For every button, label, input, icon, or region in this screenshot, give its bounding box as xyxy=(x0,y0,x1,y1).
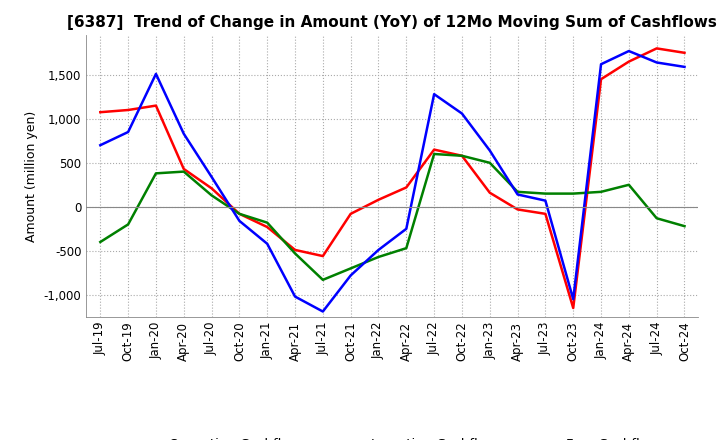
Investing Cashflow xyxy=(597,189,606,194)
Operating Cashflow xyxy=(624,59,633,64)
Investing Cashflow xyxy=(346,266,355,271)
Free Cashflow xyxy=(485,148,494,153)
Free Cashflow xyxy=(430,92,438,97)
Free Cashflow xyxy=(124,129,132,135)
Free Cashflow xyxy=(263,241,271,246)
Operating Cashflow xyxy=(96,110,104,115)
Investing Cashflow xyxy=(263,220,271,225)
Operating Cashflow xyxy=(124,107,132,113)
Line: Free Cashflow: Free Cashflow xyxy=(100,51,685,312)
Investing Cashflow xyxy=(569,191,577,196)
Free Cashflow xyxy=(318,309,327,314)
Free Cashflow xyxy=(207,174,216,180)
Operating Cashflow xyxy=(291,247,300,253)
Operating Cashflow xyxy=(318,253,327,259)
Free Cashflow xyxy=(291,294,300,299)
Free Cashflow xyxy=(346,273,355,278)
Investing Cashflow xyxy=(541,191,550,196)
Free Cashflow xyxy=(513,192,522,197)
Investing Cashflow xyxy=(652,216,661,221)
Free Cashflow xyxy=(541,198,550,203)
Operating Cashflow xyxy=(458,153,467,158)
Investing Cashflow xyxy=(318,277,327,282)
Investing Cashflow xyxy=(374,254,383,260)
Free Cashflow xyxy=(680,64,689,70)
Free Cashflow xyxy=(569,297,577,302)
Operating Cashflow xyxy=(402,185,410,190)
Free Cashflow xyxy=(597,62,606,67)
Investing Cashflow xyxy=(680,224,689,229)
Y-axis label: Amount (million yen): Amount (million yen) xyxy=(25,110,38,242)
Operating Cashflow xyxy=(597,77,606,82)
Free Cashflow xyxy=(652,60,661,65)
Investing Cashflow xyxy=(485,160,494,165)
Operating Cashflow xyxy=(179,166,188,172)
Investing Cashflow xyxy=(624,182,633,187)
Investing Cashflow xyxy=(291,251,300,256)
Legend: Operating Cashflow, Investing Cashflow, Free Cashflow: Operating Cashflow, Investing Cashflow, … xyxy=(120,433,665,440)
Investing Cashflow xyxy=(179,169,188,174)
Operating Cashflow xyxy=(152,103,161,108)
Investing Cashflow xyxy=(430,151,438,157)
Investing Cashflow xyxy=(152,171,161,176)
Operating Cashflow xyxy=(513,207,522,212)
Free Cashflow xyxy=(624,48,633,54)
Free Cashflow xyxy=(96,143,104,148)
Title: [6387]  Trend of Change in Amount (YoY) of 12Mo Moving Sum of Cashflows: [6387] Trend of Change in Amount (YoY) o… xyxy=(68,15,717,30)
Operating Cashflow xyxy=(374,197,383,202)
Free Cashflow xyxy=(152,71,161,77)
Free Cashflow xyxy=(458,111,467,116)
Operating Cashflow xyxy=(430,147,438,152)
Operating Cashflow xyxy=(235,211,243,216)
Investing Cashflow xyxy=(96,239,104,245)
Investing Cashflow xyxy=(207,193,216,198)
Investing Cashflow xyxy=(124,222,132,227)
Free Cashflow xyxy=(235,218,243,224)
Operating Cashflow xyxy=(263,224,271,230)
Investing Cashflow xyxy=(402,246,410,251)
Line: Operating Cashflow: Operating Cashflow xyxy=(100,48,685,308)
Operating Cashflow xyxy=(541,211,550,216)
Line: Investing Cashflow: Investing Cashflow xyxy=(100,154,685,280)
Free Cashflow xyxy=(402,226,410,231)
Operating Cashflow xyxy=(485,190,494,195)
Operating Cashflow xyxy=(680,50,689,55)
Investing Cashflow xyxy=(513,189,522,194)
Investing Cashflow xyxy=(235,211,243,216)
Free Cashflow xyxy=(374,247,383,253)
Free Cashflow xyxy=(179,131,188,136)
Operating Cashflow xyxy=(207,186,216,191)
Operating Cashflow xyxy=(652,46,661,51)
Operating Cashflow xyxy=(346,211,355,216)
Operating Cashflow xyxy=(569,305,577,311)
Investing Cashflow xyxy=(458,153,467,158)
